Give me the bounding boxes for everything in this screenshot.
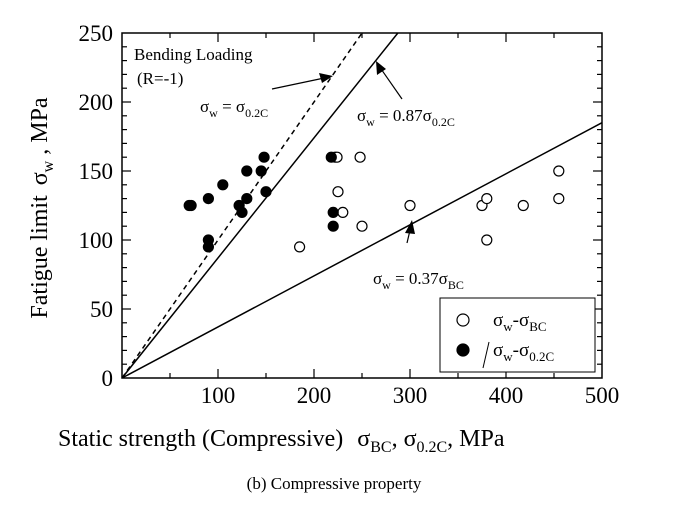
legend-open-sub1: w xyxy=(503,319,513,334)
y-tick-label-100: 100 xyxy=(79,228,114,253)
eq-037-mid: = 0.37σ xyxy=(391,269,448,288)
legend-open-sub2: BC xyxy=(529,319,546,334)
arrow-037-head xyxy=(405,220,415,234)
eq-087-base: σ xyxy=(357,106,366,125)
x-axis-title: Static strength (Compressive) σBC, σ0.2C,… xyxy=(58,426,505,456)
x-tick-label-300: 300 xyxy=(393,383,428,408)
y-axis-title-sub: w xyxy=(40,160,57,172)
x-axis-symbol-02c: σ xyxy=(404,426,417,452)
arrow-dashed-head xyxy=(319,73,333,83)
equation-037-label: σw = 0.37σBC xyxy=(373,269,464,292)
point-sigma-w-02c-14 xyxy=(327,206,339,218)
legend-open-mid: -σ xyxy=(513,310,530,331)
point-sigma-w-bc-10 xyxy=(481,234,493,246)
figure-caption: (b) Compressive property xyxy=(247,474,422,493)
y-axis-title-symbol: σ xyxy=(27,172,53,185)
bending-ratio-label: (R=-1) xyxy=(137,69,183,88)
point-sigma-w-bc-3 xyxy=(332,186,344,198)
y-axis-title: Fatigue limit σw , MPa xyxy=(27,97,57,319)
y-tick-label-150: 150 xyxy=(79,159,114,184)
legend-filled-base: σ xyxy=(493,340,503,361)
eq-dashed-sub: w xyxy=(209,106,218,120)
legend-label-sigma-w-bc: σw-σBC xyxy=(493,310,547,334)
point-sigma-w-bc-5 xyxy=(354,151,366,163)
point-sigma-w-02c-9 xyxy=(241,193,253,205)
x-axis-sub-bc: BC xyxy=(370,439,391,456)
y-axis-title-text: Fatigue limit xyxy=(27,195,53,319)
axis-ticks xyxy=(122,33,602,378)
y-tick-label-200: 200 xyxy=(79,90,114,115)
x-tick-label-100: 100 xyxy=(201,383,236,408)
y-tick-label-0: 0 xyxy=(102,366,114,391)
x-axis-sub-02c: 0.2C xyxy=(417,439,448,456)
annotation-arrows xyxy=(271,61,415,244)
point-sigma-w-02c-10 xyxy=(255,165,267,177)
x-axis-unit: , MPa xyxy=(447,426,505,452)
legend-filled-mid: -σ xyxy=(513,340,530,361)
arrow-087-head xyxy=(376,61,386,75)
data-points xyxy=(183,151,565,253)
equation-dashed-label: σw = σ0.2C xyxy=(200,97,268,120)
eq-dashed-base: σ xyxy=(200,97,209,116)
eq-037-sub: w xyxy=(382,278,391,292)
point-sigma-w-bc-9 xyxy=(481,193,493,205)
legend-label-sigma-w-02c: σw-σ0.2C xyxy=(493,340,554,364)
point-sigma-w-bc-13 xyxy=(553,193,565,205)
point-sigma-w-02c-2 xyxy=(202,193,214,205)
x-axis-sep: , xyxy=(392,426,404,452)
y-tick-label-250: 250 xyxy=(79,21,114,46)
point-sigma-w-02c-13 xyxy=(325,151,337,163)
x-axis-symbol-bc: σ xyxy=(357,426,370,452)
sigma-w-037-line xyxy=(121,122,603,379)
eq-087-sub2: 0.2C xyxy=(432,115,455,129)
eq-dashed-mid: = σ xyxy=(218,97,245,116)
point-sigma-w-02c-15 xyxy=(327,220,339,232)
sigma-w-087-line xyxy=(121,32,399,379)
legend-open-base: σ xyxy=(493,310,503,331)
point-sigma-w-02c-7 xyxy=(236,206,248,218)
eq-087-mid: = 0.87σ xyxy=(375,106,432,125)
x-tick-label-200: 200 xyxy=(297,383,332,408)
point-sigma-w-bc-12 xyxy=(553,165,565,177)
eq-037-sub2: BC xyxy=(448,278,464,292)
point-sigma-w-bc-4 xyxy=(337,206,349,218)
legend-slash-mark xyxy=(482,341,490,369)
arrow-087-line xyxy=(378,65,403,100)
legend-filled-sub1: w xyxy=(503,349,513,364)
legend-filled-sub2: 0.2C xyxy=(529,349,554,364)
y-tick-label-50: 50 xyxy=(90,297,113,322)
point-sigma-w-02c-8 xyxy=(241,165,253,177)
eq-037-base: σ xyxy=(373,269,382,288)
point-sigma-w-bc-7 xyxy=(404,199,416,212)
legend-marker-open xyxy=(456,313,470,327)
x-tick-label-400: 400 xyxy=(489,383,524,408)
legend-box xyxy=(439,297,596,373)
y-axis-title-unit: , MPa xyxy=(27,97,53,161)
point-sigma-w-02c-5 xyxy=(217,179,229,191)
point-sigma-w-bc-6 xyxy=(356,220,368,232)
point-sigma-w-bc-0 xyxy=(294,241,306,253)
bending-loading-label: Bending Loading xyxy=(134,45,253,64)
point-sigma-w-bc-11 xyxy=(517,199,529,212)
point-sigma-w-02c-12 xyxy=(260,186,272,198)
eq-087-sub: w xyxy=(366,115,375,129)
point-sigma-w-02c-4 xyxy=(202,241,214,253)
point-sigma-w-02c-11 xyxy=(258,151,270,163)
arrow-dashed-line xyxy=(271,76,330,90)
eq-dashed-sub2: 0.2C xyxy=(245,106,268,120)
point-sigma-w-02c-1 xyxy=(185,199,197,212)
x-axis-title-text: Static strength (Compressive) xyxy=(58,426,343,452)
legend-marker-filled xyxy=(456,343,470,357)
x-tick-label-500: 500 xyxy=(585,383,620,408)
equation-087-label: σw = 0.87σ0.2C xyxy=(357,106,455,129)
